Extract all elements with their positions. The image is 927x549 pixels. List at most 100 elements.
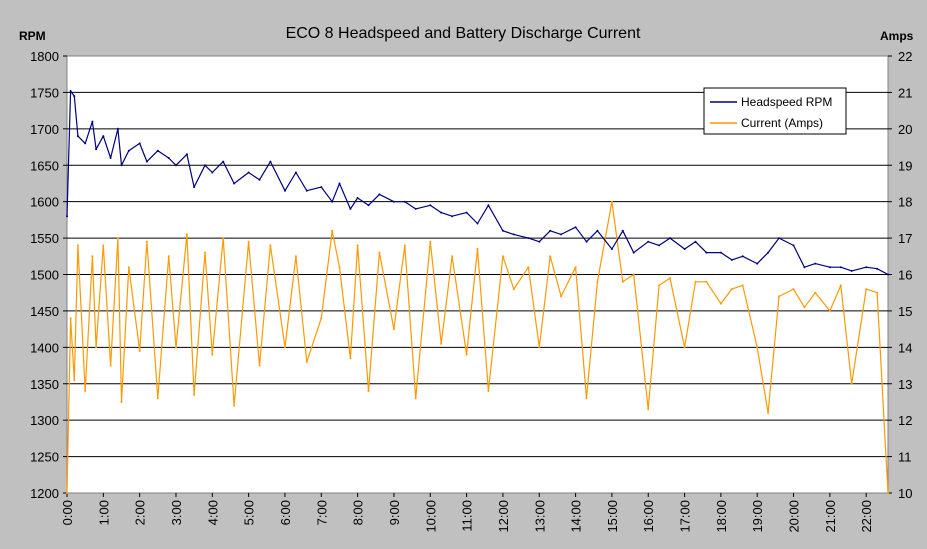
data-point-headspeed	[127, 149, 130, 152]
y-right-tick-label: 14	[898, 340, 912, 355]
data-point-current	[828, 309, 831, 312]
data-point-current	[284, 346, 286, 349]
data-point-headspeed	[538, 240, 541, 243]
data-point-current	[185, 233, 188, 236]
data-point-headspeed	[865, 266, 868, 269]
y-right-tick-label: 15	[898, 304, 912, 319]
data-point-headspeed	[792, 244, 795, 247]
data-point-current	[109, 364, 112, 367]
data-point-current	[120, 401, 123, 403]
data-point-current	[814, 291, 817, 294]
y-right-tick-label: 20	[898, 122, 912, 137]
data-point-headspeed	[574, 226, 577, 229]
x-tick-label: 19:00	[750, 500, 765, 533]
data-point-headspeed	[705, 251, 708, 254]
x-tick-label: 22:00	[859, 500, 874, 533]
data-point-current	[156, 397, 159, 400]
data-point-headspeed	[91, 120, 94, 123]
y-left-tick-label: 1800	[30, 49, 59, 64]
data-point-headspeed	[487, 204, 490, 207]
y-right-tick-label: 16	[898, 268, 912, 283]
series-layer	[66, 90, 889, 494]
data-point-current	[538, 346, 541, 349]
data-point-current	[741, 284, 744, 287]
data-point-current	[102, 244, 105, 247]
data-point-headspeed	[403, 200, 406, 203]
x-tick-label: 13:00	[532, 500, 547, 533]
x-tick-label: 3:00	[169, 500, 184, 525]
data-point-current	[560, 295, 563, 298]
data-point-current	[850, 382, 853, 385]
data-point-headspeed	[356, 197, 359, 199]
data-point-current	[440, 342, 443, 345]
data-point-headspeed	[694, 240, 697, 243]
data-point-headspeed	[610, 248, 613, 250]
data-point-current	[705, 280, 708, 283]
data-point-current	[632, 273, 635, 276]
data-point-current	[356, 244, 359, 247]
data-point-headspeed	[392, 200, 395, 203]
data-point-headspeed	[258, 178, 261, 181]
data-point-current	[211, 353, 214, 356]
data-point-current	[95, 346, 98, 349]
data-point-headspeed	[193, 186, 196, 189]
data-point-headspeed	[440, 211, 443, 214]
data-point-current	[792, 288, 795, 291]
data-point-headspeed	[102, 135, 105, 138]
data-point-headspeed	[451, 215, 454, 218]
y-left-tick-label: 1500	[30, 268, 59, 283]
y-left-tick-label: 1200	[30, 486, 59, 501]
data-point-current	[778, 295, 780, 298]
data-point-headspeed	[876, 267, 879, 270]
x-tick-label: 21:00	[823, 500, 838, 533]
data-point-headspeed	[247, 171, 250, 174]
y-left-tick-label: 1250	[30, 450, 59, 465]
data-point-current	[876, 291, 879, 294]
data-point-headspeed	[294, 171, 297, 174]
data-point-current	[116, 237, 119, 240]
data-point-headspeed	[501, 229, 504, 232]
data-point-current	[338, 266, 341, 269]
x-tick-label: 11:00	[460, 500, 475, 532]
data-point-headspeed	[349, 207, 352, 210]
y-right-tick-label: 12	[898, 413, 912, 428]
y-left-tick-label: 1350	[30, 377, 59, 392]
data-point-headspeed	[887, 273, 889, 276]
data-point-headspeed	[560, 233, 563, 236]
y-right-tick-label: 19	[898, 158, 912, 173]
data-point-current	[658, 284, 661, 287]
data-point-current	[258, 364, 261, 367]
data-point-current	[596, 280, 599, 283]
x-tick-label: 18:00	[714, 500, 729, 533]
data-point-headspeed	[156, 149, 159, 152]
data-point-headspeed	[414, 207, 417, 210]
data-point-current	[887, 492, 889, 494]
data-point-current	[294, 255, 297, 258]
data-point-headspeed	[549, 229, 552, 232]
data-point-current	[414, 397, 417, 400]
data-point-headspeed	[814, 262, 817, 265]
y-right-tick-label: 11	[898, 450, 912, 465]
data-point-current	[730, 288, 733, 291]
y-axis-left-ticks: 1200 1250 1300 1350 1400 1450 1500 1550 1600 1650…	[30, 49, 67, 501]
data-point-current	[719, 302, 722, 305]
data-point-current	[647, 408, 650, 411]
legend-label-current: Current (Amps)	[741, 116, 823, 130]
data-point-current	[76, 244, 79, 247]
data-point-headspeed	[175, 164, 177, 167]
y-axis-right-ticks: 10 11 12 13 14 15 16 17 18 19 20 21 22	[888, 49, 912, 501]
data-point-headspeed	[305, 189, 308, 192]
x-tick-label: 14:00	[569, 500, 584, 533]
legend-label-headspeed: Headspeed RPM	[741, 95, 832, 109]
data-point-headspeed	[828, 266, 831, 269]
data-point-current	[222, 237, 225, 240]
y-right-tick-label: 21	[898, 85, 912, 100]
data-point-current	[683, 346, 686, 349]
data-point-headspeed	[95, 148, 98, 151]
y-right-tick-label: 22	[898, 49, 912, 64]
data-point-current	[269, 244, 272, 247]
data-point-headspeed	[284, 189, 286, 192]
x-tick-label: 5:00	[242, 500, 257, 525]
data-point-headspeed	[109, 157, 112, 159]
x-axis-ticks: 0:00 1:00 2:00 3:00 4:00 5:00 6:00 7:00 8:00 9:00…	[60, 493, 874, 533]
